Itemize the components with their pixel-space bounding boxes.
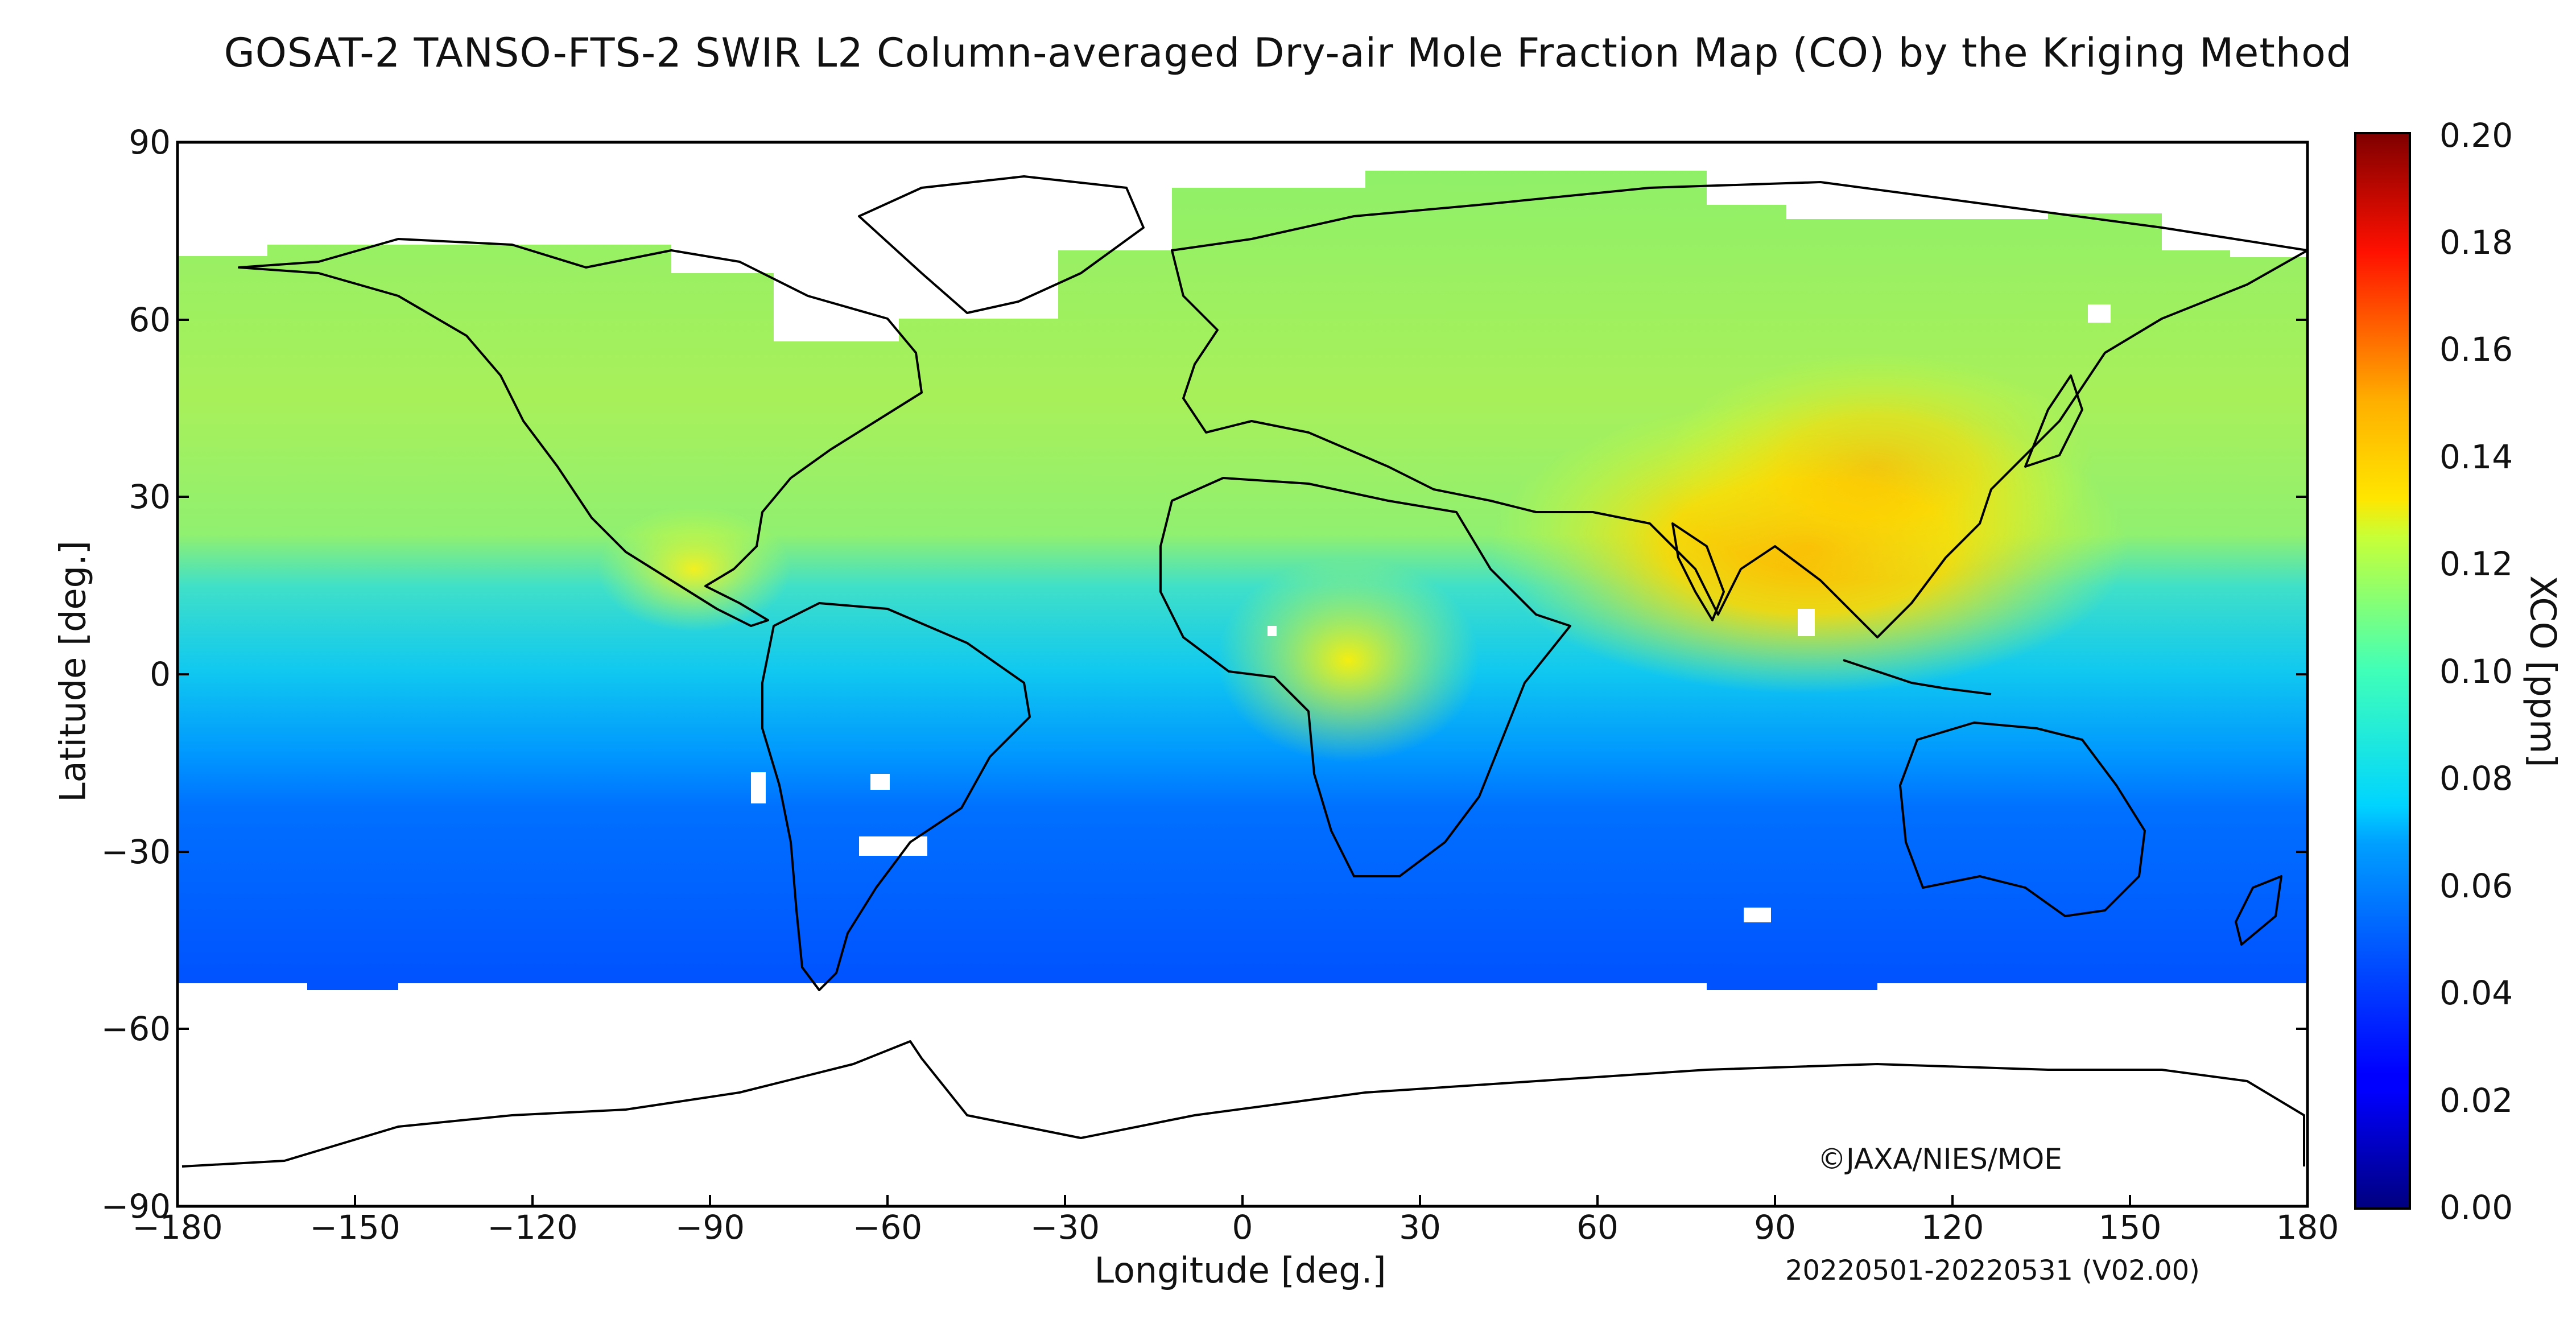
colorbar-tick-label: 0.06 (2439, 867, 2513, 905)
lon-tick-label: 120 (1921, 1208, 1984, 1247)
colorbar-tick-label: 0.18 (2439, 223, 2513, 262)
colorbar-tick-label: 0.04 (2439, 974, 2513, 1012)
indonesia-coast (1843, 659, 1992, 695)
australia-coast (1899, 722, 2146, 917)
lon-tick-label: 60 (1576, 1208, 1619, 1247)
axis-ticks (176, 141, 2309, 1207)
lon-tick-label: −30 (1030, 1208, 1100, 1247)
north-america-coast (238, 238, 923, 627)
antarctica-coast (181, 1040, 2305, 1168)
japan-coast (2024, 374, 2083, 468)
south-america-coast (761, 602, 1031, 991)
colorbar-tick-label: 0.12 (2439, 545, 2513, 583)
colorbar-tick-label: 0.14 (2439, 438, 2513, 476)
copyright-notice: ©JAXA/NIES/MOE (1818, 1143, 2062, 1176)
coastlines (181, 175, 2309, 1168)
lon-tick-label: −90 (675, 1208, 745, 1247)
y-axis-label: Latitude [deg.] (52, 541, 94, 802)
lon-tick-label: −180 (132, 1208, 223, 1247)
lat-tick-label: 30 (129, 477, 171, 516)
lat-tick-label: −60 (101, 1009, 171, 1048)
lon-tick-label: −120 (487, 1208, 578, 1247)
colorbar-tick-label: 0.02 (2439, 1081, 2513, 1120)
lon-tick-label: 150 (2098, 1208, 2162, 1247)
x-axis-label: Longitude [deg.] (1094, 1250, 1386, 1291)
lon-tick-label: 0 (1232, 1208, 1253, 1247)
data-period: 20220501-20220531 (V02.00) (1785, 1255, 2200, 1287)
colorbar-tick-label: 0.08 (2439, 759, 2513, 798)
lat-tick-label: 0 (150, 655, 171, 694)
lon-tick-label: 90 (1754, 1208, 1796, 1247)
lon-tick-label: 180 (2276, 1208, 2339, 1247)
colorbar-tick-label: 0.10 (2439, 652, 2513, 691)
lon-tick-label: −60 (852, 1208, 923, 1247)
eurasia-coast (1171, 181, 2309, 638)
data-field (177, 142, 2307, 1201)
india-coast (1671, 522, 1725, 621)
colorbar-tick-label: 0.16 (2439, 330, 2513, 369)
colorbar (2354, 132, 2411, 1210)
africa-coast (1159, 477, 1571, 877)
lat-tick-label: −90 (101, 1187, 171, 1226)
lat-tick-label: −30 (101, 832, 171, 871)
colorbar-tick-label: 0.00 (2439, 1188, 2513, 1227)
lon-tick-label: 30 (1399, 1208, 1441, 1247)
map-title: GOSAT-2 TANSO-FTS-2 SWIR L2 Column-avera… (224, 30, 2352, 76)
colorbar-label: XCO [ppm] (2522, 575, 2564, 768)
lat-tick-label: 90 (129, 123, 171, 162)
new-zealand-coast (2235, 875, 2282, 946)
lat-tick-label: 60 (129, 300, 171, 339)
colorbar-tick-label: 0.20 (2439, 116, 2513, 155)
lon-tick-label: −150 (309, 1208, 401, 1247)
greenland-coast (858, 175, 1145, 314)
